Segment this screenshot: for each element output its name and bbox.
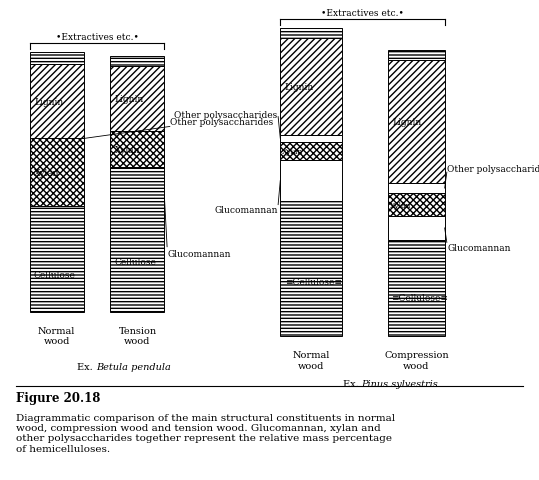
Text: Xylan: Xylan	[34, 168, 59, 177]
Text: Cellulose: Cellulose	[115, 257, 157, 266]
Text: Tension
wood: Tension wood	[119, 326, 156, 346]
Bar	[280, 161, 342, 202]
Text: Normal
wood: Normal wood	[38, 326, 75, 346]
Text: •Extractives etc.•: •Extractives etc.•	[321, 9, 404, 18]
Text: Lignin: Lignin	[285, 83, 314, 92]
Text: Lignin: Lignin	[115, 95, 144, 104]
Text: ≡Cellulose≡: ≡Cellulose≡	[391, 293, 448, 302]
Text: Cellulose: Cellulose	[34, 271, 76, 279]
Text: Diagrammatic comparison of the main structural constituents in normal
wood, comp: Diagrammatic comparison of the main stru…	[16, 413, 395, 453]
Text: Xylan: Xylan	[390, 202, 412, 209]
Text: Ex.: Ex.	[342, 379, 361, 388]
Bar	[280, 202, 342, 336]
Text: Glucomannan: Glucomannan	[447, 243, 511, 252]
Text: Xylan: Xylan	[115, 145, 140, 155]
Text: Betula pendula: Betula pendula	[96, 362, 171, 372]
Bar	[110, 132, 164, 168]
Bar	[388, 217, 445, 240]
Bar	[30, 206, 84, 312]
Text: Lignin: Lignin	[34, 97, 63, 107]
Bar	[280, 135, 342, 143]
Bar	[280, 39, 342, 135]
Text: •Extractives etc.•: •Extractives etc.•	[56, 33, 139, 42]
Text: Other polysaccharides: Other polysaccharides	[170, 117, 273, 126]
Text: Ex.: Ex.	[77, 362, 96, 372]
Text: Other polysaccharides: Other polysaccharides	[174, 110, 278, 120]
Text: Normal
wood: Normal wood	[293, 350, 330, 370]
Bar	[30, 65, 84, 139]
Bar	[388, 61, 445, 183]
Text: Compression
wood: Compression wood	[384, 350, 448, 370]
Bar	[280, 29, 342, 39]
Text: Glucomannan: Glucomannan	[167, 250, 231, 259]
Text: Lignin: Lignin	[392, 118, 421, 127]
Bar	[388, 51, 445, 61]
Text: Xylan: Xylan	[282, 148, 304, 156]
Text: Pinus sylvestris: Pinus sylvestris	[361, 379, 438, 388]
Bar	[110, 168, 164, 312]
Bar	[30, 53, 84, 65]
Bar	[110, 67, 164, 132]
Bar	[280, 143, 342, 161]
Bar	[30, 139, 84, 206]
Bar	[388, 183, 445, 194]
Bar	[110, 57, 164, 67]
Bar	[388, 240, 445, 336]
Text: Figure 20.18: Figure 20.18	[16, 391, 101, 404]
Text: ≡Cellulose≡: ≡Cellulose≡	[285, 278, 342, 287]
Text: Other polysaccharides: Other polysaccharides	[447, 165, 539, 174]
Text: Glucomannan: Glucomannan	[214, 205, 278, 215]
Bar	[388, 194, 445, 217]
